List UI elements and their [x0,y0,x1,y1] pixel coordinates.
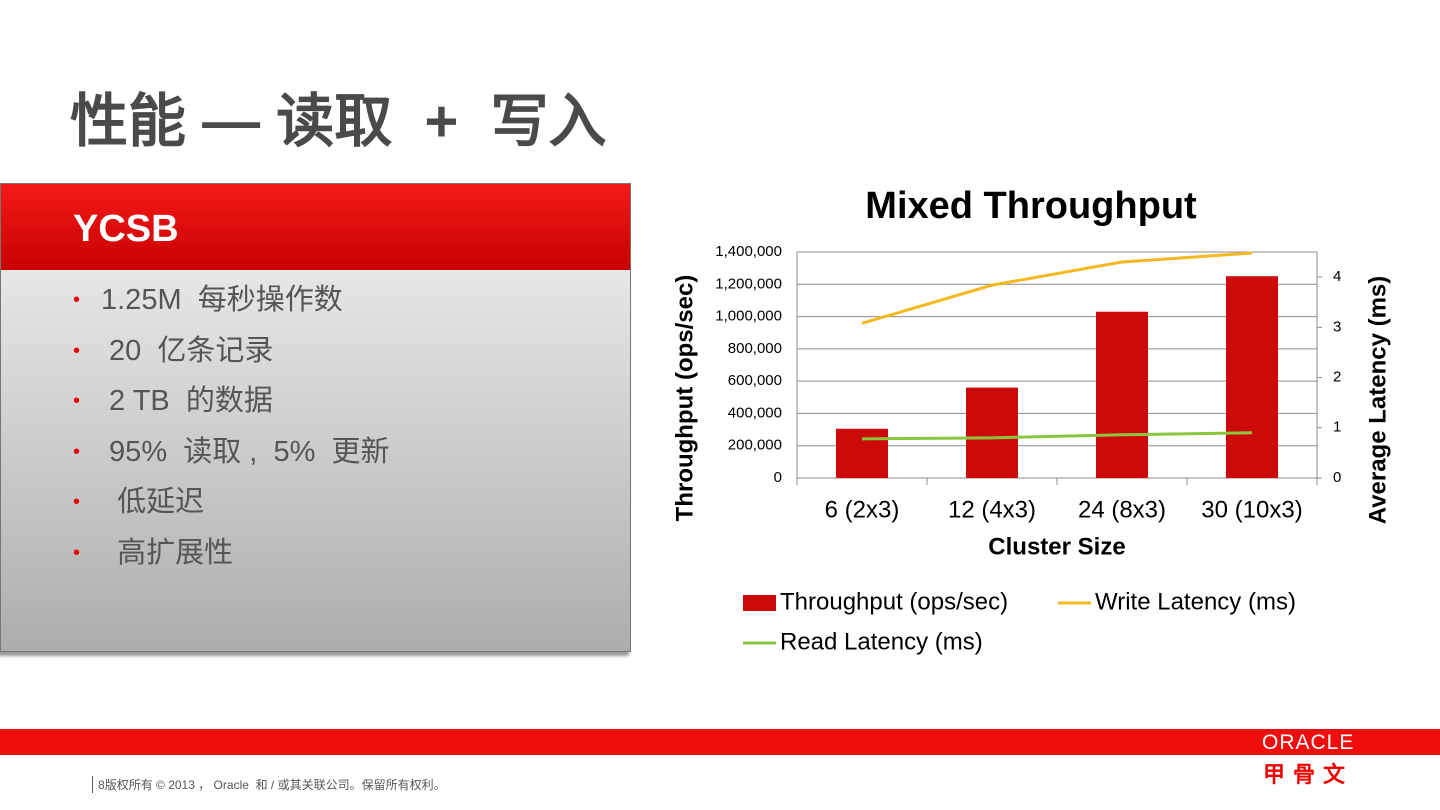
copyright: 版权所有 © 2013 ， Oracle 和 / 或其关联公司。保留所有权利。 [104,778,446,792]
legend-label: Read Latency (ms) [780,628,983,655]
y2-tick-label: 2 [1333,369,1341,386]
legend-label: Throughput (ops/sec) [780,588,1008,615]
x-tick-label: 12 (4x3) [948,496,1036,523]
y2-tick-label: 0 [1333,469,1341,486]
chart: Mixed Throughput Cluster Size Throughput… [671,185,1391,655]
legend-swatch [743,595,776,611]
legend-label: Write Latency (ms) [1095,588,1296,615]
y-tick-label: 800,000 [728,340,782,357]
bullet-list: 1.25M 每秒操作数 20 亿条记录 2 TB 的数据 95% 读取 , 5%… [1,282,630,585]
bullet: 高扩展性 [73,535,630,586]
info-panel: YCSB 1.25M 每秒操作数 20 亿条记录 2 TB 的数据 95% 读取… [0,183,631,652]
line [861,251,1253,325]
bar [1226,276,1278,478]
bullet: 95% 读取 , 5% 更新 [73,434,630,485]
footer: 8版权所有 © 2013 ， Oracle 和 / 或其关联公司。保留所有权利。 [92,776,446,793]
panel-heading: YCSB [1,184,630,270]
bar [966,387,1018,478]
y2-tick-label: 4 [1333,268,1341,285]
x-tick-label: 24 (8x3) [1078,496,1166,523]
y2-axis-label: Average Latency (ms) [1364,276,1391,525]
footer-band [0,729,1440,755]
bar [1096,311,1148,478]
y-tick-label: 0 [774,469,782,486]
y-tick-label: 1,000,000 [715,308,782,325]
bullet: 1.25M 每秒操作数 [73,282,630,333]
logo-cn: 甲骨文 [1263,762,1354,787]
y2-tick-label: 1 [1333,419,1341,436]
chart-title: Mixed Throughput [865,185,1197,227]
y-axis-label: Throughput (ops/sec) [671,275,698,522]
x-tick-label: 6 (2x3) [825,496,900,523]
x-axis-label: Cluster Size [988,533,1125,560]
bullet: 2 TB 的数据 [73,383,630,434]
x-tick-label: 30 (10x3) [1201,496,1302,523]
bar [836,428,888,478]
y-tick-label: 1,400,000 [715,243,782,260]
y-tick-label: 400,000 [728,404,782,421]
page-number: 8 [98,778,105,792]
logo: ORACLE [1262,731,1355,754]
y-tick-label: 600,000 [728,372,782,389]
line [861,431,1253,441]
slide-title: 性能 — 读取 + 写入 [70,89,607,154]
bullet: 低延迟 [73,484,630,535]
bullet: 20 亿条记录 [73,333,630,384]
y2-tick-label: 3 [1333,318,1341,335]
y-tick-label: 1,200,000 [715,275,782,292]
y-tick-label: 200,000 [728,437,782,454]
